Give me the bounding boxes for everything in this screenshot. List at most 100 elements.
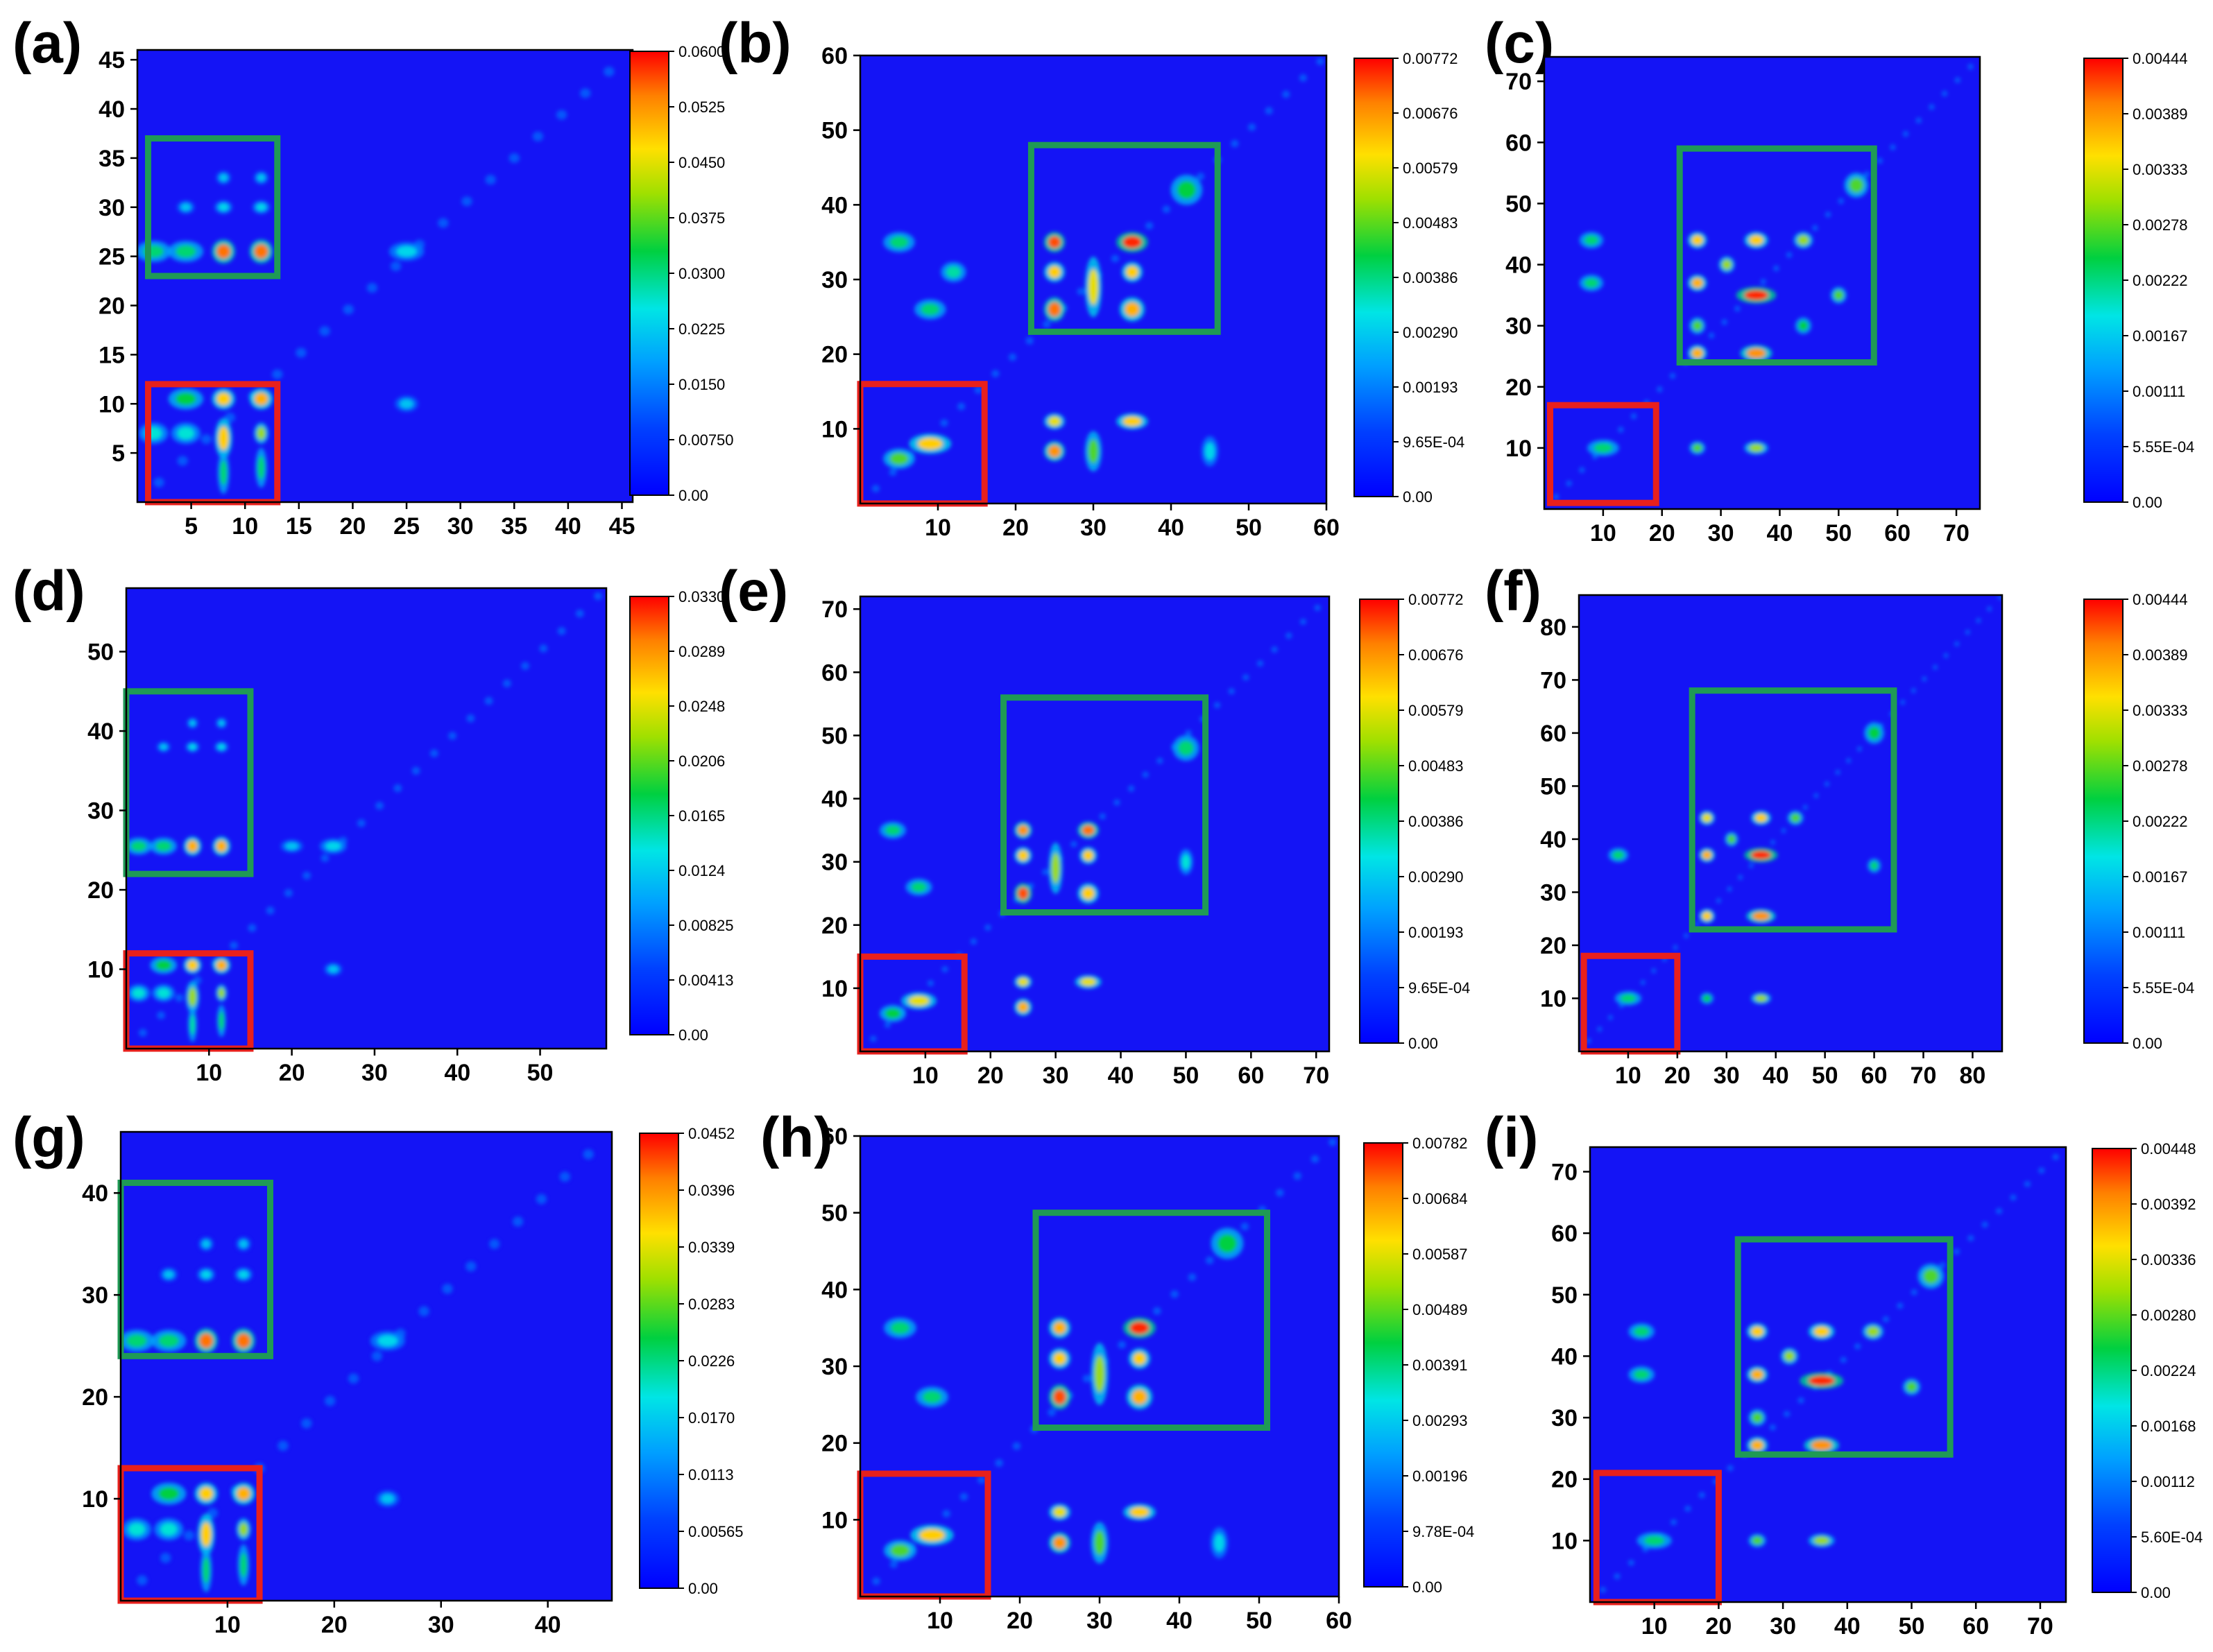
heatmap-diagonal-spot <box>296 347 307 358</box>
heatmap-spot <box>189 720 196 727</box>
heatmap-diagonal-spot <box>1932 664 1938 670</box>
heatmap-diagonal-spot <box>1240 1223 1249 1231</box>
heatmap-diagonal-spot <box>1995 1207 2003 1214</box>
heatmap-diagonal-spot <box>1271 646 1278 653</box>
panel-f: (f) 10 20 30 40 50 60 70 80 10 20 30 40 50 60 70 80 0.004… <box>1485 560 2194 1089</box>
heatmap-diagonal-spot <box>393 784 402 793</box>
colorbar-tick-label: 0.00290 <box>1403 324 1458 341</box>
colorbar-tick-label: 0.00333 <box>2133 702 2188 719</box>
green-highlight-box <box>1689 687 1897 933</box>
colorbar-tick-label: 0.00444 <box>2133 591 2188 608</box>
plot-frame <box>1589 1146 2067 1603</box>
heatmap-diagonal-spot <box>1835 769 1840 775</box>
y-tick-label: 30 <box>87 798 114 825</box>
heatmap-diagonal-spot <box>1162 205 1170 214</box>
heatmap-diagonal-spot <box>1954 641 1960 647</box>
x-tick-label: 20 <box>977 1062 1004 1089</box>
plot-frame <box>125 587 608 1050</box>
heatmap-spot <box>1744 290 1768 300</box>
y-tick-label: 60 <box>821 1124 848 1150</box>
colorbar-tick-label: 0.00483 <box>1408 757 1464 775</box>
heatmap-diagonal-spot <box>1185 730 1192 737</box>
heatmap-spot <box>254 393 268 406</box>
colorbar-tick-label: 0.0600 <box>678 43 725 60</box>
y-tick-label: 10 <box>821 416 848 442</box>
x-tick-label: 40 <box>1767 520 1793 547</box>
heatmap-spot <box>1048 266 1061 278</box>
colorbar-tick-label: 0.0339 <box>688 1239 735 1256</box>
heatmap-diagonal-spot <box>224 413 236 423</box>
heatmap-diagonal-spot <box>940 419 948 427</box>
heatmap-diagonal-spot <box>1043 320 1051 328</box>
heatmap-diagonal-spot <box>390 261 402 271</box>
heatmap-spot <box>1784 1351 1795 1361</box>
x-tick-label: 5 <box>185 513 198 540</box>
heatmap-spot <box>216 960 227 971</box>
heatmap-diagonal-spot <box>438 218 449 228</box>
colorbar-tick-label: 9.78E-04 <box>1412 1523 1474 1540</box>
y-tick-label: 40 <box>1505 252 1532 279</box>
heatmap-spot <box>1751 850 1771 860</box>
heatmap-spot <box>1834 290 1844 300</box>
colorbar-tick-label: 0.0375 <box>678 209 725 227</box>
y-tick-label: 60 <box>821 660 848 686</box>
x-tick-label: 20 <box>1007 1608 1033 1634</box>
heatmap-diagonal-spot <box>1727 1465 1734 1472</box>
y-tick-label: 25 <box>99 244 125 270</box>
heatmap-spot <box>1053 1389 1066 1404</box>
colorbar-tick-label: 0.00 <box>688 1580 718 1597</box>
heatmap-diagonal-spot <box>1188 1273 1197 1282</box>
heatmap-spot <box>199 1333 213 1348</box>
heatmap-diagonal-spot <box>871 485 880 492</box>
heatmap-spot <box>155 960 172 971</box>
colorbar-tick-label: 0.0150 <box>678 376 725 393</box>
heatmap-spot <box>180 203 191 212</box>
heatmap-spot <box>1204 442 1215 461</box>
heatmap-diagonal-spot <box>461 196 472 207</box>
colorbar-tick-label: 9.65E-04 <box>1403 433 1464 451</box>
panel-label: (h) <box>760 1106 833 1169</box>
x-tick-label: 40 <box>535 1612 561 1638</box>
heatmap-diagonal-spot <box>348 1373 359 1384</box>
heatmap-diagonal-spot <box>1734 305 1741 312</box>
heatmap-spot <box>327 965 339 974</box>
heatmap-diagonal-spot <box>1769 1424 1776 1431</box>
heatmap-spot <box>325 841 341 851</box>
heatmap-spot <box>1217 1234 1237 1253</box>
x-tick-label: 20 <box>1705 1613 1732 1640</box>
heatmap-diagonal-spot <box>941 966 948 973</box>
heatmap-spot <box>1131 1389 1147 1404</box>
heatmap-spot <box>216 393 231 406</box>
heatmap-diagonal-spot <box>1607 1015 1613 1020</box>
heatmap-diagonal-spot <box>1922 676 1927 682</box>
x-tick-label: 35 <box>501 513 527 540</box>
y-tick-label: 10 <box>99 391 125 418</box>
y-tick-label: 30 <box>99 195 125 221</box>
heatmap-diagonal-spot <box>872 1577 880 1585</box>
heatmap-diagonal-spot <box>870 1035 877 1042</box>
heatmap-diagonal-spot <box>1597 1026 1603 1032</box>
heatmap-spot <box>1634 1369 1650 1380</box>
colorbar-tick-label: 0.00 <box>2133 1035 2162 1052</box>
y-tick-label: 70 <box>1540 667 1566 694</box>
heatmap-spot <box>216 244 231 259</box>
heatmap-diagonal-spot <box>556 110 567 120</box>
panel-label: (b) <box>719 12 792 75</box>
heatmap-spot <box>377 1335 398 1347</box>
colorbar-tick-label: 0.00290 <box>1408 868 1464 886</box>
heatmap-spot <box>188 743 197 750</box>
colorbar-tick-label: 0.00579 <box>1408 702 1464 719</box>
heatmap-diagonal-spot <box>1614 1573 1621 1580</box>
x-tick-label: 40 <box>1158 515 1184 541</box>
heatmap-diagonal-spot <box>137 1575 148 1585</box>
heatmap-diagonal-spot <box>1797 1397 1804 1404</box>
colorbar <box>629 596 669 1035</box>
heatmap-spot <box>160 1522 178 1536</box>
x-tick-label: 40 <box>555 513 581 540</box>
colorbar-tick-label: 0.00278 <box>2133 216 2188 234</box>
heatmap-diagonal-spot <box>1773 265 1779 272</box>
heatmap-diagonal-spot <box>536 1194 547 1205</box>
x-tick-label: 45 <box>609 513 635 540</box>
x-tick-label: 60 <box>1884 520 1911 547</box>
x-tick-label: 50 <box>1246 1608 1272 1634</box>
